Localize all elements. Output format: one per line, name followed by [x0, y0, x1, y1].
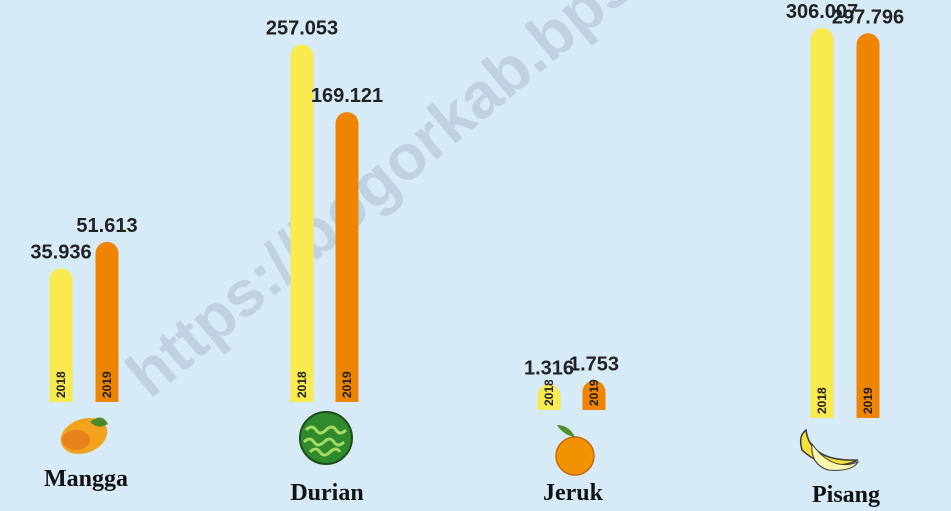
series-label: 2018	[542, 379, 556, 406]
page: {"chart_data": {"type": "bar", "categori…	[0, 0, 951, 511]
series-label: 2018	[295, 371, 309, 398]
bar	[336, 112, 359, 402]
category-label: Jeruk	[543, 480, 604, 506]
series-label: 2019	[861, 387, 875, 414]
value-label: 1.753	[569, 353, 619, 375]
bar	[857, 33, 880, 418]
series-label: 2019	[587, 379, 601, 406]
value-label: 1.316	[524, 357, 574, 379]
series-label: 2018	[54, 371, 68, 398]
category-label: Mangga	[44, 466, 128, 492]
category-label: Durian	[290, 480, 363, 506]
watermelon-icon	[300, 412, 352, 464]
bar	[811, 28, 834, 418]
chart: https://bogorkab.bps.go.id Mangga35.9362…	[0, 0, 951, 511]
series-label: 2019	[340, 371, 354, 398]
category-label: Pisang	[812, 482, 880, 508]
series-label: 2019	[100, 371, 114, 398]
value-label: 169.121	[311, 85, 383, 107]
value-label: 35.936	[30, 241, 91, 263]
value-label: 297.796	[832, 6, 904, 28]
value-label: 257.053	[266, 18, 338, 40]
series-label: 2018	[815, 387, 829, 414]
value-label: 51.613	[76, 215, 137, 237]
